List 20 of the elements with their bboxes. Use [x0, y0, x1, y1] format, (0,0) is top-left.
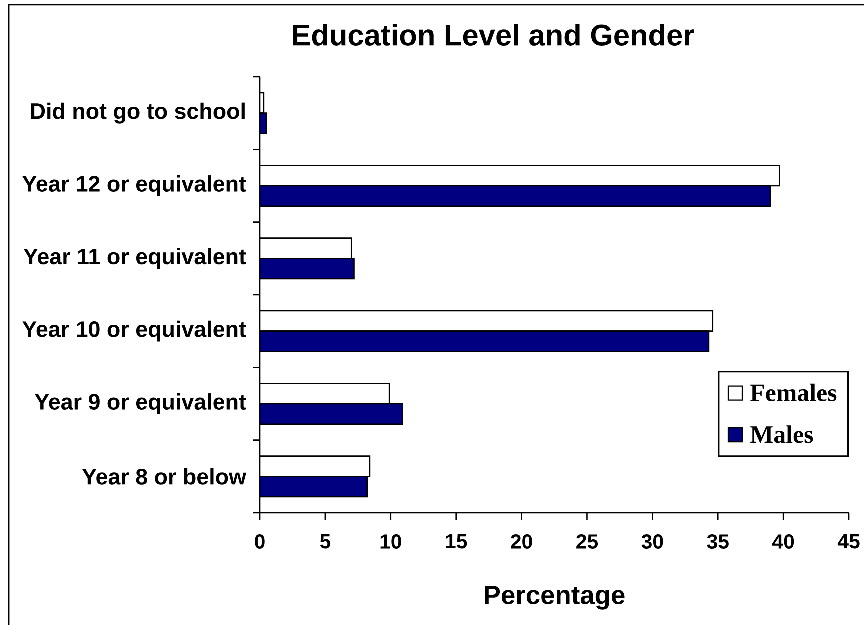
x-axis-title: Percentage [485, 586, 625, 610]
x-tick-label: 5 [320, 534, 331, 549]
x-tick-label: 25 [576, 534, 598, 549]
x-tick-label: 30 [642, 534, 664, 550]
x-tick-label: 35 [707, 534, 729, 550]
y-tick-label: Year 10 or equivalent [22, 320, 246, 342]
x-tick-label: 15 [446, 534, 468, 549]
x-tick-label: 40 [772, 534, 794, 549]
x-tick-label: 45 [838, 534, 860, 549]
legend-label: Males [750, 426, 814, 444]
chart-title: Education Level and Gender [293, 24, 694, 46]
legend-label: Females [750, 384, 837, 402]
y-tick-label: Year 11 or equivalent [24, 248, 246, 270]
y-tick-label: Year 9 or equivalent [35, 394, 246, 414]
x-tick-label: 20 [511, 534, 532, 549]
y-tick-label: Year 12 or equivalent [22, 176, 246, 196]
x-tick-label: 10 [380, 534, 402, 549]
y-tick-label: Did not go to school [31, 102, 245, 124]
y-tick-label: Year 8 or below [82, 468, 247, 485]
x-tick-label: 0 [255, 534, 265, 549]
